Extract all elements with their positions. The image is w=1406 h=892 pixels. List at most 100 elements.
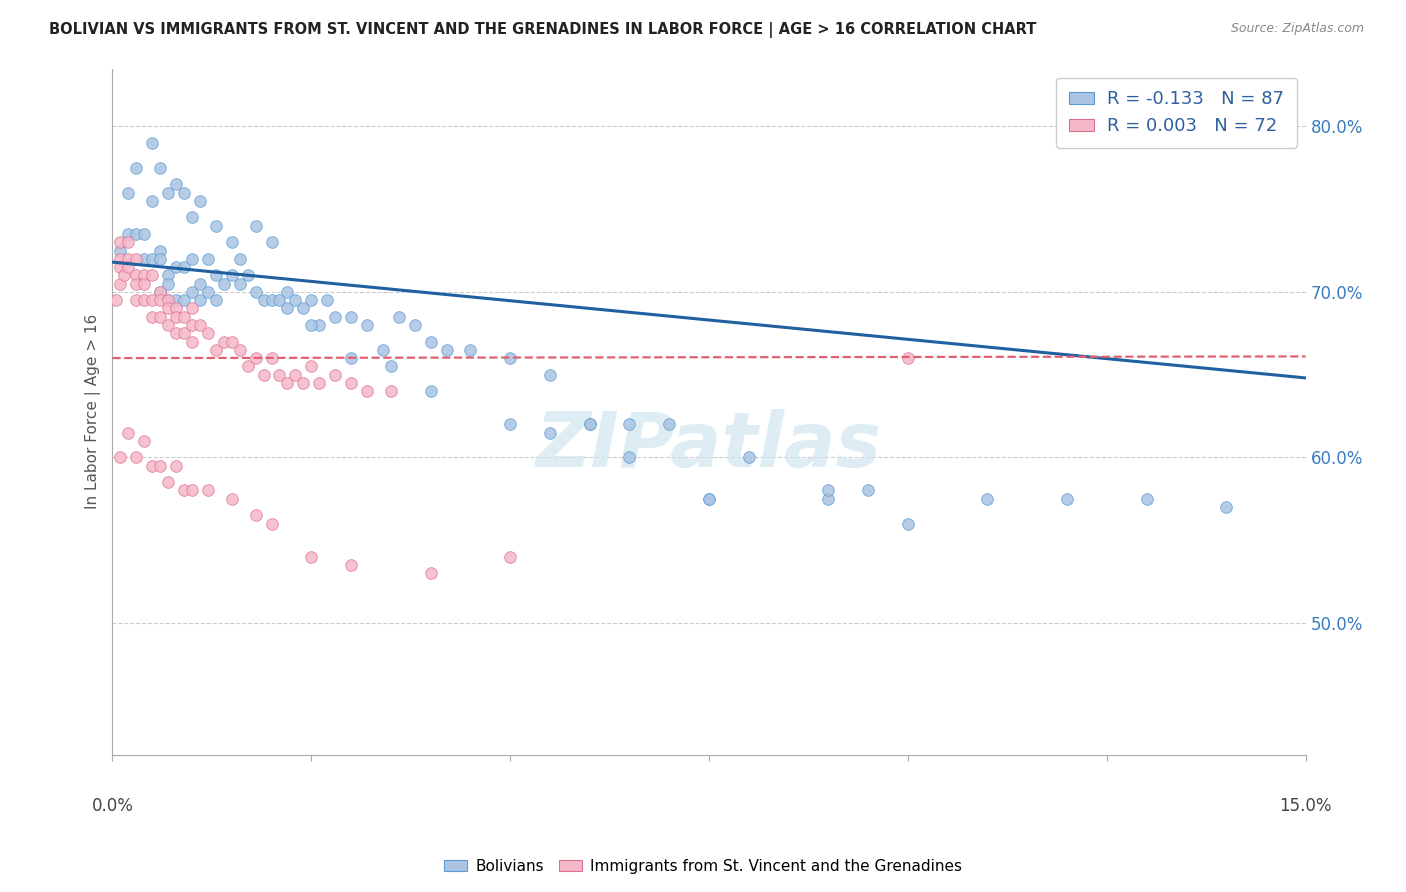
Point <box>181 211 204 225</box>
Point <box>284 293 307 308</box>
Point <box>125 293 148 308</box>
Point <box>316 293 339 308</box>
Point <box>388 310 411 324</box>
Point <box>380 359 402 374</box>
Point <box>141 252 163 266</box>
Point <box>157 318 180 332</box>
Point <box>205 268 228 283</box>
Point <box>125 161 148 175</box>
Point <box>1056 491 1078 506</box>
Point <box>188 194 211 208</box>
Point <box>173 310 195 324</box>
Point <box>436 343 458 357</box>
Point <box>125 252 148 266</box>
Point <box>658 417 681 432</box>
Point <box>117 227 139 241</box>
Point <box>157 268 180 283</box>
Point <box>284 368 307 382</box>
Point <box>419 384 441 399</box>
Point <box>308 318 330 332</box>
Point <box>245 351 267 365</box>
Point <box>371 343 394 357</box>
Point <box>173 483 195 498</box>
Point <box>276 301 298 316</box>
Point <box>134 293 156 308</box>
Point <box>856 483 879 498</box>
Point <box>197 483 219 498</box>
Point <box>619 450 641 465</box>
Point <box>1135 491 1157 506</box>
Point <box>212 277 235 291</box>
Point <box>165 458 187 473</box>
Point <box>110 235 132 250</box>
Point <box>157 293 180 308</box>
Point <box>149 458 172 473</box>
Point <box>356 384 378 399</box>
Point <box>181 483 204 498</box>
Point <box>188 318 211 332</box>
Point <box>269 368 291 382</box>
Point <box>221 491 243 506</box>
Point <box>149 285 172 299</box>
Point <box>181 301 204 316</box>
Point <box>141 310 163 324</box>
Point <box>165 301 187 316</box>
Point <box>260 516 283 531</box>
Point <box>125 450 148 465</box>
Point <box>419 566 441 581</box>
Point <box>141 268 163 283</box>
Point <box>697 491 720 506</box>
Point <box>110 450 132 465</box>
Point <box>419 334 441 349</box>
Point <box>110 252 132 266</box>
Point <box>236 268 259 283</box>
Point <box>976 491 998 506</box>
Point <box>738 450 761 465</box>
Point <box>149 293 172 308</box>
Point <box>340 351 363 365</box>
Point <box>308 376 330 390</box>
Point <box>173 186 195 200</box>
Point <box>134 268 156 283</box>
Text: ZIPatlas: ZIPatlas <box>536 409 882 483</box>
Point <box>817 483 839 498</box>
Point <box>340 558 363 572</box>
Point <box>117 252 139 266</box>
Point <box>697 491 720 506</box>
Point <box>245 508 267 523</box>
Point <box>110 244 132 258</box>
Point <box>292 376 315 390</box>
Point <box>578 417 600 432</box>
Text: 0.0%: 0.0% <box>91 797 134 814</box>
Point <box>125 268 148 283</box>
Point <box>292 301 315 316</box>
Point <box>149 310 172 324</box>
Point <box>205 219 228 233</box>
Point <box>356 318 378 332</box>
Point <box>141 293 163 308</box>
Point <box>157 186 180 200</box>
Point <box>173 260 195 274</box>
Point <box>276 285 298 299</box>
Point <box>499 351 522 365</box>
Point <box>269 293 291 308</box>
Point <box>299 293 322 308</box>
Point <box>228 277 250 291</box>
Point <box>340 310 363 324</box>
Point <box>173 293 195 308</box>
Point <box>252 293 274 308</box>
Point <box>323 310 346 324</box>
Point <box>134 252 156 266</box>
Point <box>323 368 346 382</box>
Point <box>897 516 920 531</box>
Point <box>149 161 172 175</box>
Point <box>141 458 163 473</box>
Point <box>188 277 211 291</box>
Point <box>252 368 274 382</box>
Text: 15.0%: 15.0% <box>1279 797 1331 814</box>
Point <box>165 310 187 324</box>
Point <box>299 549 322 564</box>
Point <box>221 235 243 250</box>
Point <box>134 227 156 241</box>
Point <box>165 178 187 192</box>
